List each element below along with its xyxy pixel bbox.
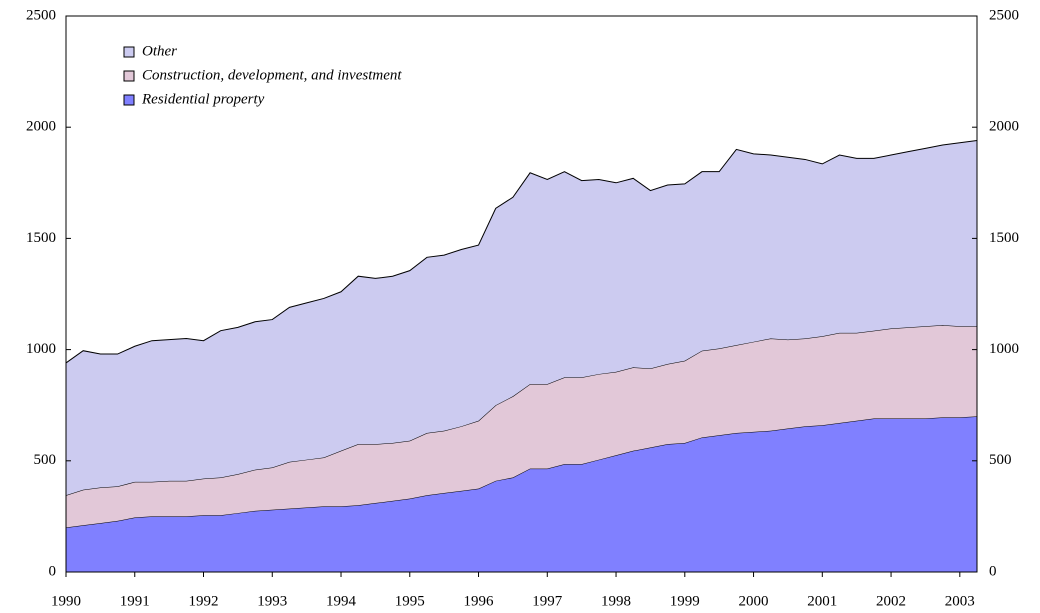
y-tick-label: 2000 xyxy=(26,119,56,135)
legend-swatch xyxy=(123,94,135,106)
y-tick-label: 1500 xyxy=(26,230,56,246)
legend-label: Other xyxy=(142,43,177,59)
x-tick-label: 1991 xyxy=(120,593,150,609)
y2-tick-label: 2500 xyxy=(989,7,1019,23)
x-tick-label: 1999 xyxy=(670,593,700,609)
x-tick-label: 1993 xyxy=(257,593,287,609)
area-outline xyxy=(65,140,978,364)
x-tick-label: 1996 xyxy=(464,593,495,609)
legend-swatch xyxy=(123,70,135,82)
y-tick-label: 2500 xyxy=(26,7,56,23)
x-tick-label: 1998 xyxy=(601,593,631,609)
area xyxy=(66,140,977,496)
x-tick-label: 1995 xyxy=(395,593,425,609)
x-tick-label: 1990 xyxy=(51,593,81,609)
area xyxy=(66,416,977,572)
x-tick-label: 2001 xyxy=(807,593,837,609)
y2-tick-label: 0 xyxy=(989,563,997,579)
x-tick-label: 2003 xyxy=(945,593,975,609)
y-tick-label: 1000 xyxy=(26,341,56,357)
legend-label: Residential property xyxy=(141,91,265,107)
y-tick-label: 0 xyxy=(49,563,57,579)
y2-tick-label: 1000 xyxy=(989,341,1019,357)
x-tick-label: 1997 xyxy=(532,593,563,609)
y2-tick-label: 500 xyxy=(989,452,1012,468)
x-tick-label: 2000 xyxy=(739,593,769,609)
x-tick-label: 2002 xyxy=(876,593,906,609)
x-tick-label: 1992 xyxy=(189,593,219,609)
y2-tick-label: 1500 xyxy=(989,230,1019,246)
x-tick-label: 1994 xyxy=(326,593,357,609)
y-tick-label: 500 xyxy=(34,452,57,468)
plot-frame xyxy=(65,15,978,573)
legend-swatch xyxy=(123,46,135,58)
legend-label: Construction, development, and investmen… xyxy=(142,67,402,83)
y2-tick-label: 2000 xyxy=(989,119,1019,135)
area xyxy=(66,325,977,528)
